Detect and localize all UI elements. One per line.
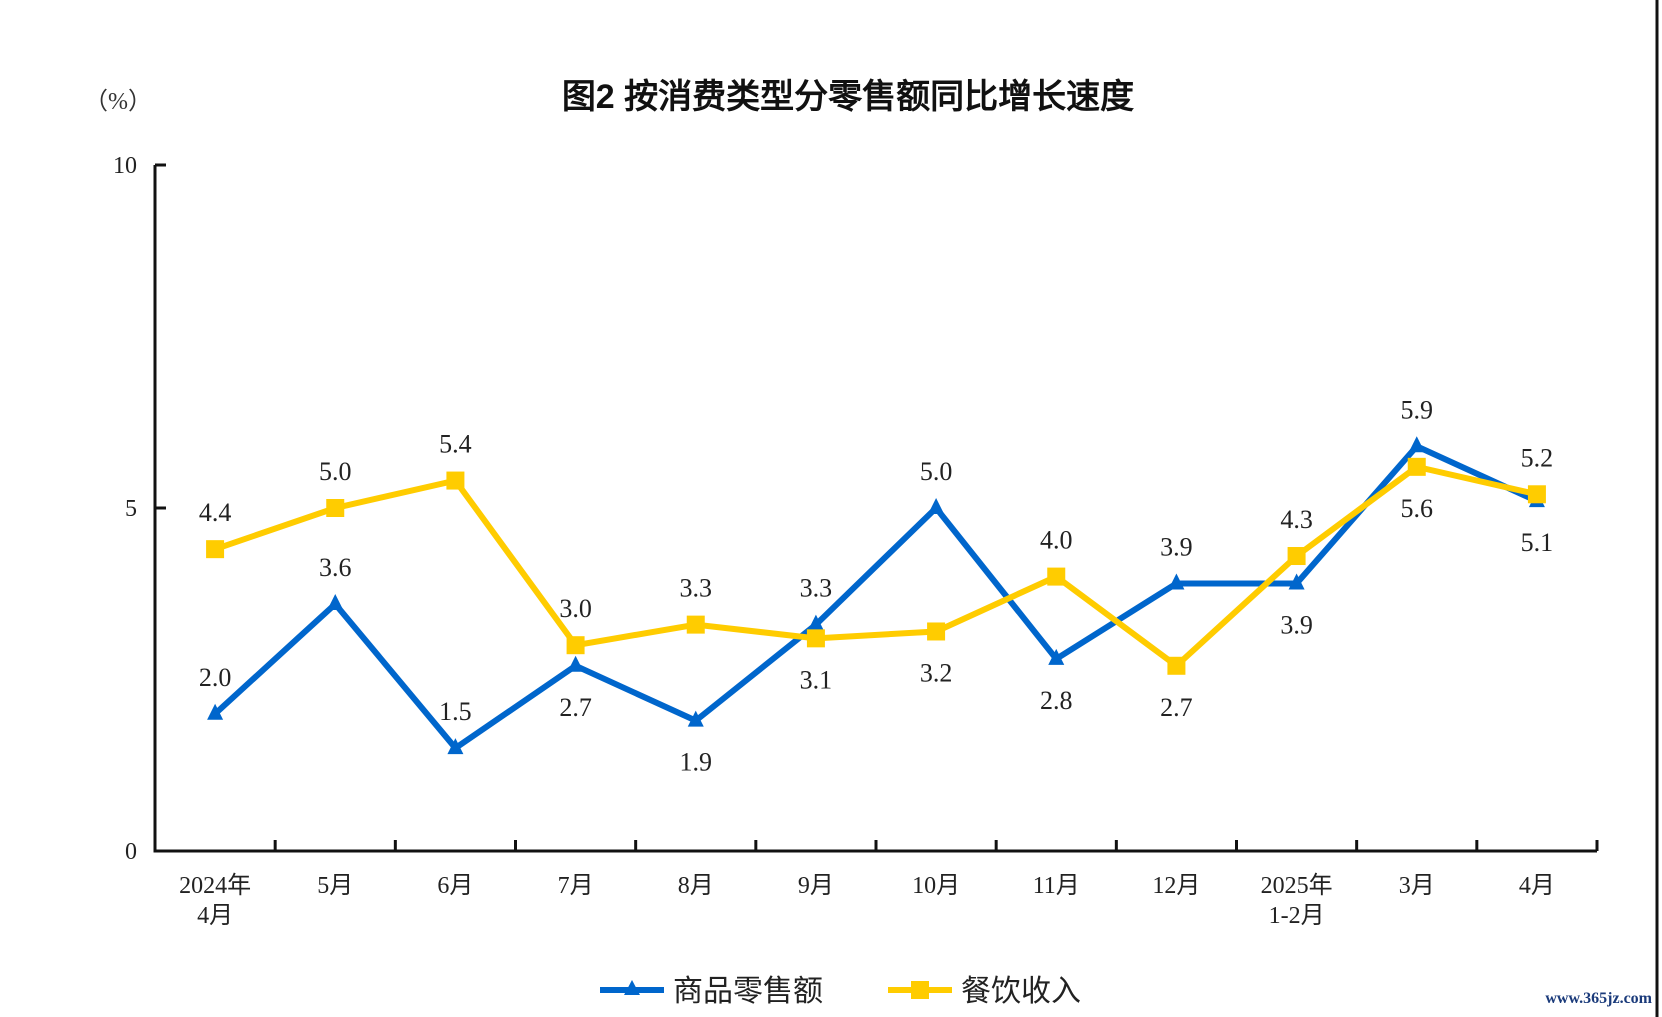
x-tick-label: 5月 — [317, 873, 353, 899]
data-label: 4.0 — [1040, 526, 1073, 555]
data-label: 2.8 — [1040, 686, 1073, 715]
x-tick-label: 3月 — [1399, 873, 1435, 899]
y-axis-unit-label: （%） — [84, 89, 152, 115]
data-label: 3.3 — [680, 574, 713, 603]
data-point-square — [1287, 547, 1306, 566]
data-point-triangle — [1408, 436, 1425, 453]
data-label: 5.1 — [1521, 528, 1554, 557]
data-label: 3.9 — [1280, 610, 1313, 639]
data-point-triangle — [928, 498, 945, 514]
data-label: 1.9 — [680, 748, 713, 777]
data-label: 4.4 — [199, 498, 232, 527]
data-label: 3.0 — [559, 594, 592, 623]
legend-square-icon — [911, 981, 929, 999]
data-label: 5.4 — [439, 430, 472, 459]
data-label: 3.9 — [1160, 532, 1193, 561]
x-tick-label: 8月 — [678, 873, 714, 899]
data-point-triangle — [807, 614, 824, 631]
data-label: 3.6 — [319, 553, 352, 582]
data-point-square — [927, 622, 946, 641]
data-point-triangle — [1048, 648, 1065, 665]
legend-triangle-icon — [624, 980, 640, 995]
x-tick-label: 4月 — [197, 903, 233, 929]
data-point-square — [1167, 656, 1186, 675]
data-label: 2.0 — [199, 663, 232, 692]
data-label: 5.6 — [1401, 494, 1434, 523]
data-point-triangle — [327, 594, 344, 611]
data-point-square — [206, 540, 225, 559]
x-tick-label: 7月 — [558, 873, 594, 899]
data-point-square — [1047, 567, 1066, 586]
data-label: 2.7 — [559, 693, 592, 722]
data-label: 5.0 — [920, 457, 953, 486]
data-label: 4.3 — [1280, 505, 1313, 534]
y-tick-label: 0 — [125, 839, 137, 865]
data-point-square — [566, 636, 585, 655]
data-labels: 2.0 3.6 1.5 2.7 1.9 3.3 5.0 2.8 3.9 3.9 5.9 5.1 4.4 5… — [199, 395, 1553, 776]
x-tick-label: 11月 — [1033, 873, 1080, 899]
x-tick-label: 6月 — [437, 873, 473, 899]
data-point-square — [686, 615, 705, 634]
data-label: 2.7 — [1160, 693, 1193, 722]
data-label: 5.2 — [1521, 443, 1554, 472]
x-tick-label: 2024年 — [179, 872, 251, 899]
x-tick-label: 1-2月 — [1269, 903, 1325, 929]
data-point-square — [326, 499, 345, 517]
series-markers — [206, 436, 1546, 755]
legend-label: 餐饮收入 — [961, 975, 1081, 1008]
data-point-triangle — [447, 738, 464, 755]
x-tick-label: 12月 — [1152, 873, 1200, 899]
data-point-triangle — [1168, 573, 1185, 590]
series-line-catering — [214, 463, 1538, 670]
data-label: 1.5 — [439, 697, 472, 726]
data-label: 3.2 — [920, 658, 953, 687]
x-tick-label: 10月 — [912, 873, 960, 899]
axes: 0 5 10 2024年 4月 5月 6月 7月 8月 9月 10月 11月 12月 2025年 1-2月 3… — [113, 153, 1599, 929]
chart-title: 图2 按消费类型分零售额同比增长速度 — [562, 78, 1134, 116]
data-point-triangle — [207, 703, 224, 720]
watermark-text: www.365jz.com — [1545, 990, 1652, 1007]
data-label: 3.1 — [800, 665, 833, 694]
x-tick-label: 4月 — [1519, 873, 1555, 899]
y-tick-label: 10 — [113, 153, 137, 179]
legend-label: 商品零售额 — [673, 975, 823, 1008]
data-point-square — [1407, 457, 1426, 476]
x-tick-label: 2025年 — [1261, 872, 1333, 899]
data-label: 5.0 — [319, 457, 352, 486]
data-point-square — [446, 471, 465, 490]
data-point-triangle — [687, 710, 704, 727]
data-label: 3.3 — [800, 574, 833, 603]
data-label: 5.9 — [1401, 395, 1434, 424]
data-point-triangle — [567, 655, 584, 672]
series-lines — [213, 442, 1539, 753]
legend: 商品零售额 餐饮收入 — [600, 975, 1081, 1008]
y-tick-label: 5 — [125, 496, 137, 522]
data-point-triangle — [1288, 573, 1305, 590]
data-point-square — [806, 629, 825, 648]
series-line-goods-retail — [213, 442, 1539, 753]
x-tick-label: 9月 — [798, 873, 834, 899]
data-point-square — [1527, 485, 1546, 504]
